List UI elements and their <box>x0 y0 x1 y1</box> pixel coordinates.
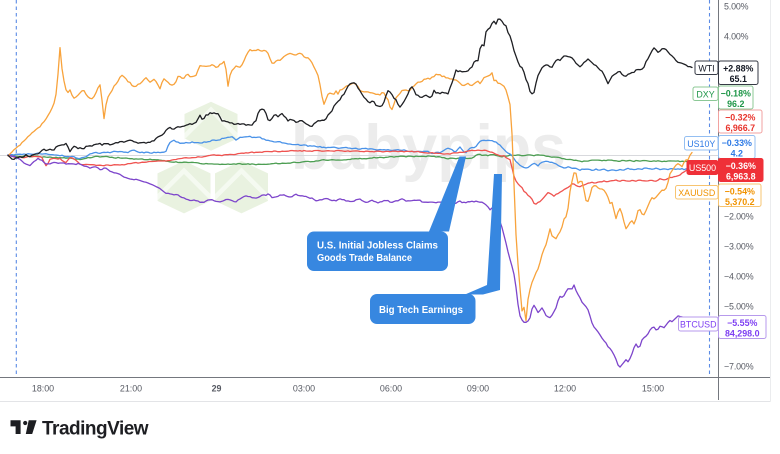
svg-text:−5.55%: −5.55% <box>727 318 757 328</box>
svg-text:WTI: WTI <box>698 63 714 73</box>
svg-text:−0.18%: −0.18% <box>721 89 751 99</box>
svg-text:US10Y: US10Y <box>687 139 715 149</box>
svg-text:XAUUSD: XAUUSD <box>678 188 715 198</box>
svg-text:−5.00%: −5.00% <box>724 301 754 311</box>
svg-text:18:00: 18:00 <box>32 383 54 393</box>
svg-text:babypips: babypips <box>291 113 566 183</box>
svg-text:29: 29 <box>212 383 222 393</box>
svg-text:03:00: 03:00 <box>293 383 315 393</box>
svg-text:84,298.0: 84,298.0 <box>725 329 760 339</box>
svg-text:06:00: 06:00 <box>380 383 402 393</box>
svg-text:5.00%: 5.00% <box>724 1 749 11</box>
svg-text:Big Tech Earnings: Big Tech Earnings <box>379 304 463 316</box>
svg-text:Goods Trade Balance: Goods Trade Balance <box>317 252 412 264</box>
svg-text:TradingView: TradingView <box>42 419 149 440</box>
svg-text:09:00: 09:00 <box>467 383 489 393</box>
svg-text:12:00: 12:00 <box>554 383 576 393</box>
svg-text:−0.54%: −0.54% <box>725 187 755 197</box>
svg-text:15:00: 15:00 <box>642 383 664 393</box>
svg-text:US500: US500 <box>689 163 716 173</box>
svg-text:6,966.7: 6,966.7 <box>725 123 755 133</box>
svg-text:−2.00%: −2.00% <box>724 211 754 221</box>
svg-text:−4.00%: −4.00% <box>724 271 754 281</box>
svg-text:6,963.8: 6,963.8 <box>726 172 756 182</box>
svg-text:4.00%: 4.00% <box>724 31 749 41</box>
svg-text:65.1: 65.1 <box>730 74 747 84</box>
svg-text:BTCUSD: BTCUSD <box>680 320 717 330</box>
svg-text:5,370.2: 5,370.2 <box>725 197 755 207</box>
svg-text:DXY: DXY <box>696 89 714 99</box>
svg-text:+2.88%: +2.88% <box>723 64 753 74</box>
svg-text:U.S. Initial Jobless Claims: U.S. Initial Jobless Claims <box>317 239 438 251</box>
svg-text:−0.36%: −0.36% <box>726 161 756 171</box>
svg-text:−0.32%: −0.32% <box>725 113 755 123</box>
svg-text:4.2: 4.2 <box>731 149 743 159</box>
svg-text:−3.00%: −3.00% <box>724 241 754 251</box>
svg-text:−0.33%: −0.33% <box>722 138 752 148</box>
svg-text:96.2: 96.2 <box>727 99 744 109</box>
svg-text:−7.00%: −7.00% <box>724 361 754 371</box>
svg-text:21:00: 21:00 <box>120 383 142 393</box>
